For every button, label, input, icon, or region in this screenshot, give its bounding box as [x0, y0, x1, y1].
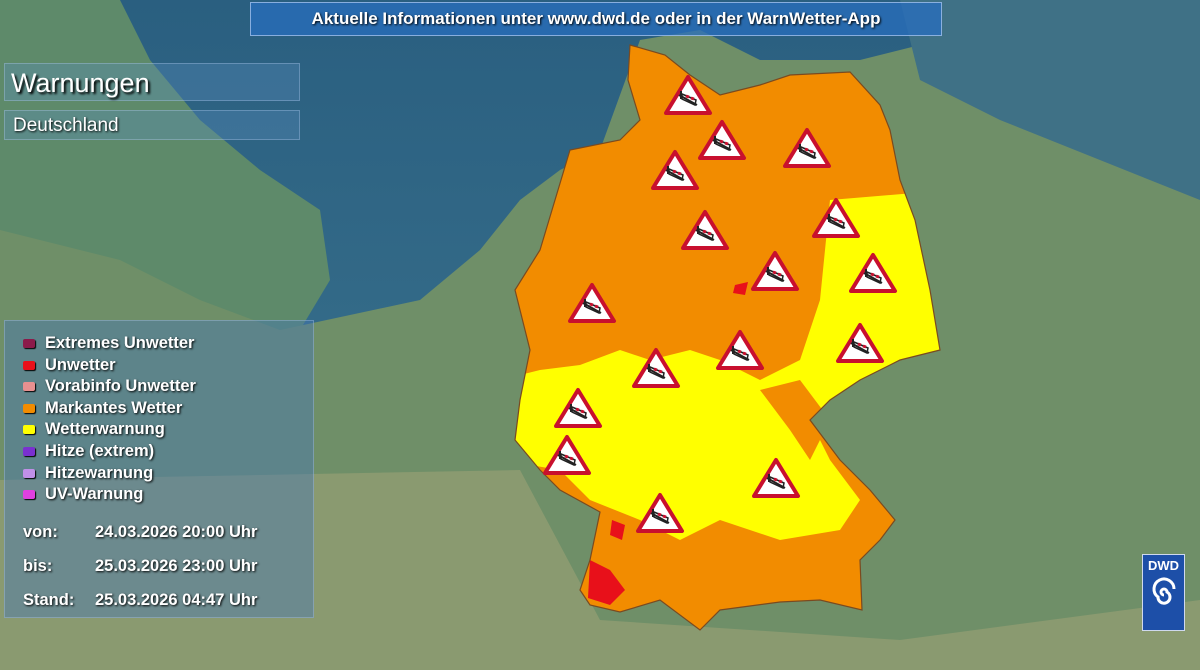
legend-item: Hitze (extrem) — [23, 441, 154, 461]
legend-item: Vorabinfo Unwetter — [23, 376, 196, 396]
legend-item: Wetterwarnung — [23, 419, 165, 439]
legend-swatch — [23, 382, 35, 392]
legend-swatch — [23, 425, 35, 435]
spiral-icon — [1152, 577, 1175, 605]
legend-item: Extremes Unwetter — [23, 333, 194, 353]
legend-label: Markantes Wetter — [45, 398, 183, 417]
legend: Extremes Unwetter Unwetter Vorabinfo Unwet… — [4, 320, 314, 618]
wind-warning-triangle-icon[interactable] — [632, 348, 680, 388]
validity-label: bis: — [23, 557, 53, 575]
legend-item: UV-Warnung — [23, 484, 143, 504]
wind-warning-triangle-icon[interactable] — [664, 75, 712, 115]
legend-label: Hitze (extrem) — [45, 442, 155, 460]
legend-item: Markantes Wetter — [23, 398, 182, 418]
legend-swatch — [23, 360, 35, 370]
legend-label: Extremes Unwetter — [45, 334, 195, 352]
wind-warning-triangle-icon[interactable] — [752, 458, 800, 498]
wind-warning-triangle-icon[interactable] — [812, 198, 860, 238]
region-label: Deutschland — [4, 110, 300, 140]
legend-label: UV-Warnung — [45, 485, 144, 504]
legend-swatch — [23, 447, 35, 456]
page-title: Warnungen — [4, 63, 300, 101]
dwd-logo: DWD — [1142, 554, 1185, 631]
legend-swatch — [23, 403, 35, 413]
wind-warning-triangle-icon[interactable] — [836, 323, 884, 363]
wind-warning-triangle-icon[interactable] — [751, 251, 799, 291]
wind-warning-triangle-icon[interactable] — [568, 283, 616, 323]
wind-warning-triangle-icon[interactable] — [636, 493, 684, 533]
logo-text: DWD — [1147, 558, 1180, 573]
info-banner[interactable]: Aktuelle Informationen unter www.dwd.de … — [250, 2, 942, 36]
legend-label: Hitzewarnung — [45, 463, 154, 482]
validity-label: Stand: — [23, 591, 75, 609]
wind-warning-triangle-icon[interactable] — [543, 435, 591, 475]
legend-swatch — [23, 468, 35, 478]
wind-warning-triangle-icon[interactable] — [716, 330, 764, 370]
wind-warning-triangle-icon[interactable] — [681, 210, 729, 250]
wind-warning-triangle-icon[interactable] — [651, 150, 699, 190]
legend-item: Unwetter — [23, 355, 116, 375]
validity-label: von: — [23, 523, 58, 541]
wind-warning-triangle-icon[interactable] — [849, 253, 897, 293]
wind-warning-triangle-icon[interactable] — [554, 388, 602, 428]
legend-swatch — [23, 490, 35, 500]
legend-label: Wetterwarnung — [45, 420, 165, 439]
legend-label: Vorabinfo Unwetter — [45, 377, 196, 396]
legend-label: Unwetter — [45, 355, 116, 374]
validity-value: 24.03.2026 20:00 Uhr — [95, 523, 258, 541]
legend-swatch — [23, 339, 35, 348]
legend-item: Hitzewarnung — [23, 463, 153, 483]
wind-warning-triangle-icon[interactable] — [783, 128, 831, 168]
validity-value: 25.03.2026 23:00 Uhr — [95, 557, 258, 575]
validity-value: 25.03.2026 04:47 Uhr — [95, 591, 258, 609]
wind-warning-triangle-icon[interactable] — [698, 120, 746, 160]
